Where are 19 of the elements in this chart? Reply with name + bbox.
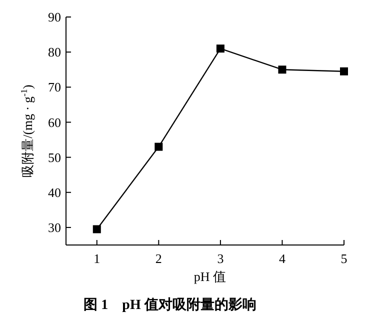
y-tick-label: 80 xyxy=(48,44,61,60)
y-tick-label: 50 xyxy=(48,150,61,165)
x-tick-label: 1 xyxy=(94,251,100,266)
point xyxy=(92,225,101,234)
text: 图 1 pH 值对吸附量的影响 xyxy=(84,297,256,313)
y-tick-label: 70 xyxy=(48,80,61,95)
y-tick-label: 90 xyxy=(48,10,61,25)
x-tick-label: 2 xyxy=(155,251,162,266)
point xyxy=(154,142,163,151)
y-tick-label: 60 xyxy=(48,114,61,130)
x-tick-label: 4 xyxy=(278,251,286,266)
x-axis-title: pH 值 xyxy=(194,269,226,284)
point xyxy=(216,44,224,53)
point xyxy=(278,66,286,74)
y-tick-label: 40 xyxy=(48,184,61,200)
y-tick-label: 30 xyxy=(48,220,61,236)
point xyxy=(340,67,348,76)
x-tick-label: 5 xyxy=(340,251,348,266)
x-tick-label: 3 xyxy=(217,251,224,266)
